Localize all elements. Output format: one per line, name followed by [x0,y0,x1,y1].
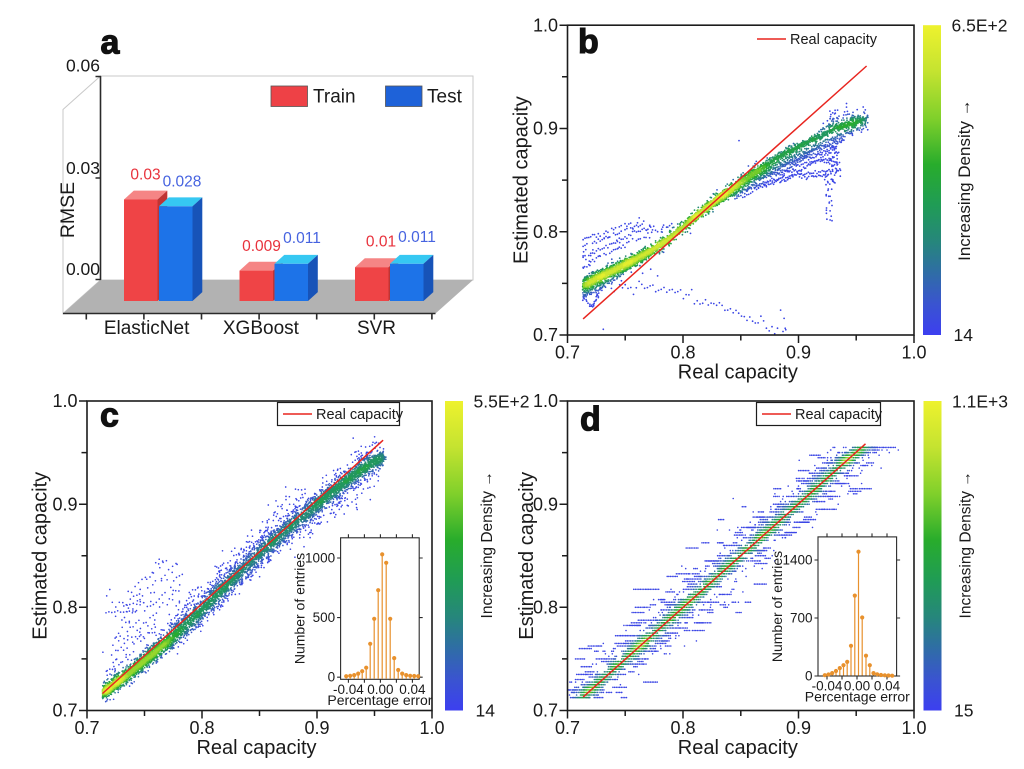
svg-text:d: d [580,401,601,439]
svg-text:14: 14 [476,701,496,721]
svg-text:c: c [100,397,119,435]
svg-text:700: 700 [790,611,813,626]
svg-text:1.0: 1.0 [52,391,77,411]
svg-text:0.03: 0.03 [66,158,100,178]
svg-text:6.5E+2: 6.5E+2 [952,16,1008,36]
svg-text:Real capacity: Real capacity [795,407,883,423]
svg-text:0.009: 0.009 [242,238,281,255]
svg-text:0.9: 0.9 [304,718,329,738]
svg-text:0.8: 0.8 [670,718,695,738]
svg-text:Real capacity: Real capacity [196,737,316,759]
svg-text:Estimated capacity: Estimated capacity [510,96,532,264]
svg-text:0.028: 0.028 [163,174,202,191]
svg-text:0.7: 0.7 [555,343,580,363]
svg-text:Percentage error: Percentage error [327,692,432,708]
svg-text:500: 500 [313,610,336,625]
svg-text:0.06: 0.06 [66,56,100,76]
svg-text:1.0: 1.0 [419,718,444,738]
svg-text:0.8: 0.8 [670,343,695,363]
svg-text:Number of entries: Number of entries [292,553,308,664]
svg-text:5.5E+2: 5.5E+2 [474,392,530,412]
svg-text:XGBoost: XGBoost [223,318,300,339]
svg-text:Increasing Density →: Increasing Density → [958,471,975,618]
svg-text:0.00: 0.00 [367,682,393,697]
svg-text:0.9: 0.9 [786,718,811,738]
svg-text:Test: Test [427,87,463,108]
svg-text:b: b [578,23,599,61]
svg-text:Real capacity: Real capacity [678,737,798,759]
svg-text:0.9: 0.9 [52,494,77,514]
svg-text:1.0: 1.0 [533,391,558,411]
svg-text:0.8: 0.8 [533,598,558,618]
svg-text:Estimated capacity: Estimated capacity [30,472,52,640]
svg-text:14: 14 [954,325,974,345]
svg-text:0.7: 0.7 [74,718,99,738]
svg-text:0.04: 0.04 [874,679,901,694]
svg-text:0.9: 0.9 [786,343,811,363]
svg-text:0.7: 0.7 [52,701,77,721]
svg-text:Increasing Density →: Increasing Density → [479,471,496,618]
svg-text:1.0: 1.0 [901,718,926,738]
svg-text:0.011: 0.011 [398,229,436,246]
svg-text:0.9: 0.9 [533,494,558,514]
svg-text:Increasing Density →: Increasing Density → [955,99,974,261]
svg-text:Estimated capacity: Estimated capacity [516,472,538,640]
svg-text:Real capacity: Real capacity [316,407,404,423]
svg-text:ElasticNet: ElasticNet [104,318,190,339]
svg-text:15: 15 [954,701,973,721]
svg-text:RMSE: RMSE [57,182,79,238]
svg-text:1.0: 1.0 [901,343,926,363]
svg-text:0.7: 0.7 [533,325,558,345]
svg-text:a: a [101,24,121,62]
svg-text:0.03: 0.03 [130,167,160,184]
svg-text:Real capacity: Real capacity [790,32,878,48]
svg-text:0: 0 [805,669,813,684]
svg-text:SVR: SVR [357,318,396,339]
svg-text:Train: Train [313,87,356,108]
svg-text:0.04: 0.04 [399,682,426,697]
svg-text:0.00: 0.00 [844,679,870,694]
svg-text:-0.04: -0.04 [812,679,843,694]
svg-text:1000: 1000 [305,551,335,566]
svg-text:0: 0 [328,670,336,685]
svg-text:1400: 1400 [782,553,812,568]
svg-text:1.1E+3: 1.1E+3 [952,392,1008,412]
svg-text:Real capacity: Real capacity [678,362,798,384]
svg-text:0.9: 0.9 [533,119,558,139]
svg-text:0.011: 0.011 [283,230,321,247]
svg-text:0.8: 0.8 [52,598,77,618]
svg-text:1.0: 1.0 [533,15,558,35]
svg-text:Percentage error: Percentage error [805,689,910,705]
svg-text:0.01: 0.01 [366,234,396,251]
svg-text:Number of entries: Number of entries [769,551,785,662]
svg-text:0.7: 0.7 [555,718,580,738]
svg-text:0.7: 0.7 [533,701,558,721]
svg-text:0.8: 0.8 [189,718,214,738]
svg-text:0.00: 0.00 [66,259,100,279]
svg-text:0.8: 0.8 [533,222,558,242]
svg-text:-0.04: -0.04 [333,682,364,697]
